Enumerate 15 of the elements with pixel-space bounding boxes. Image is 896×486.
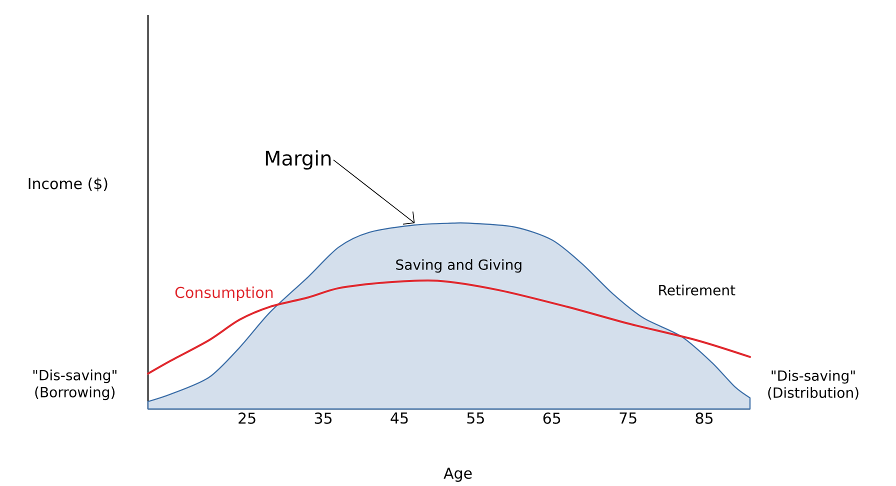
x-tick-label: 25 bbox=[238, 412, 256, 424]
series-label: Consumption bbox=[175, 286, 273, 302]
x-tick-label: 65 bbox=[543, 412, 560, 424]
x-axis-title: Age bbox=[444, 468, 472, 482]
x-tick-label: 35 bbox=[314, 412, 332, 424]
x-tick-label: 45 bbox=[390, 412, 408, 424]
x-tick-label: 75 bbox=[620, 412, 636, 424]
annotation: Saving and Giving bbox=[396, 259, 522, 273]
y-axis-title: Income ($) bbox=[28, 178, 108, 192]
annotation: Margin bbox=[266, 150, 331, 170]
x-tick-label: 55 bbox=[467, 412, 484, 424]
text: "Dis-saving" (Borrowing) bbox=[33, 370, 116, 400]
annotation: Retirement bbox=[659, 284, 736, 296]
text: "Dis-saving" (Distribution) bbox=[768, 370, 858, 400]
x-tick-label: 85 bbox=[696, 412, 713, 424]
